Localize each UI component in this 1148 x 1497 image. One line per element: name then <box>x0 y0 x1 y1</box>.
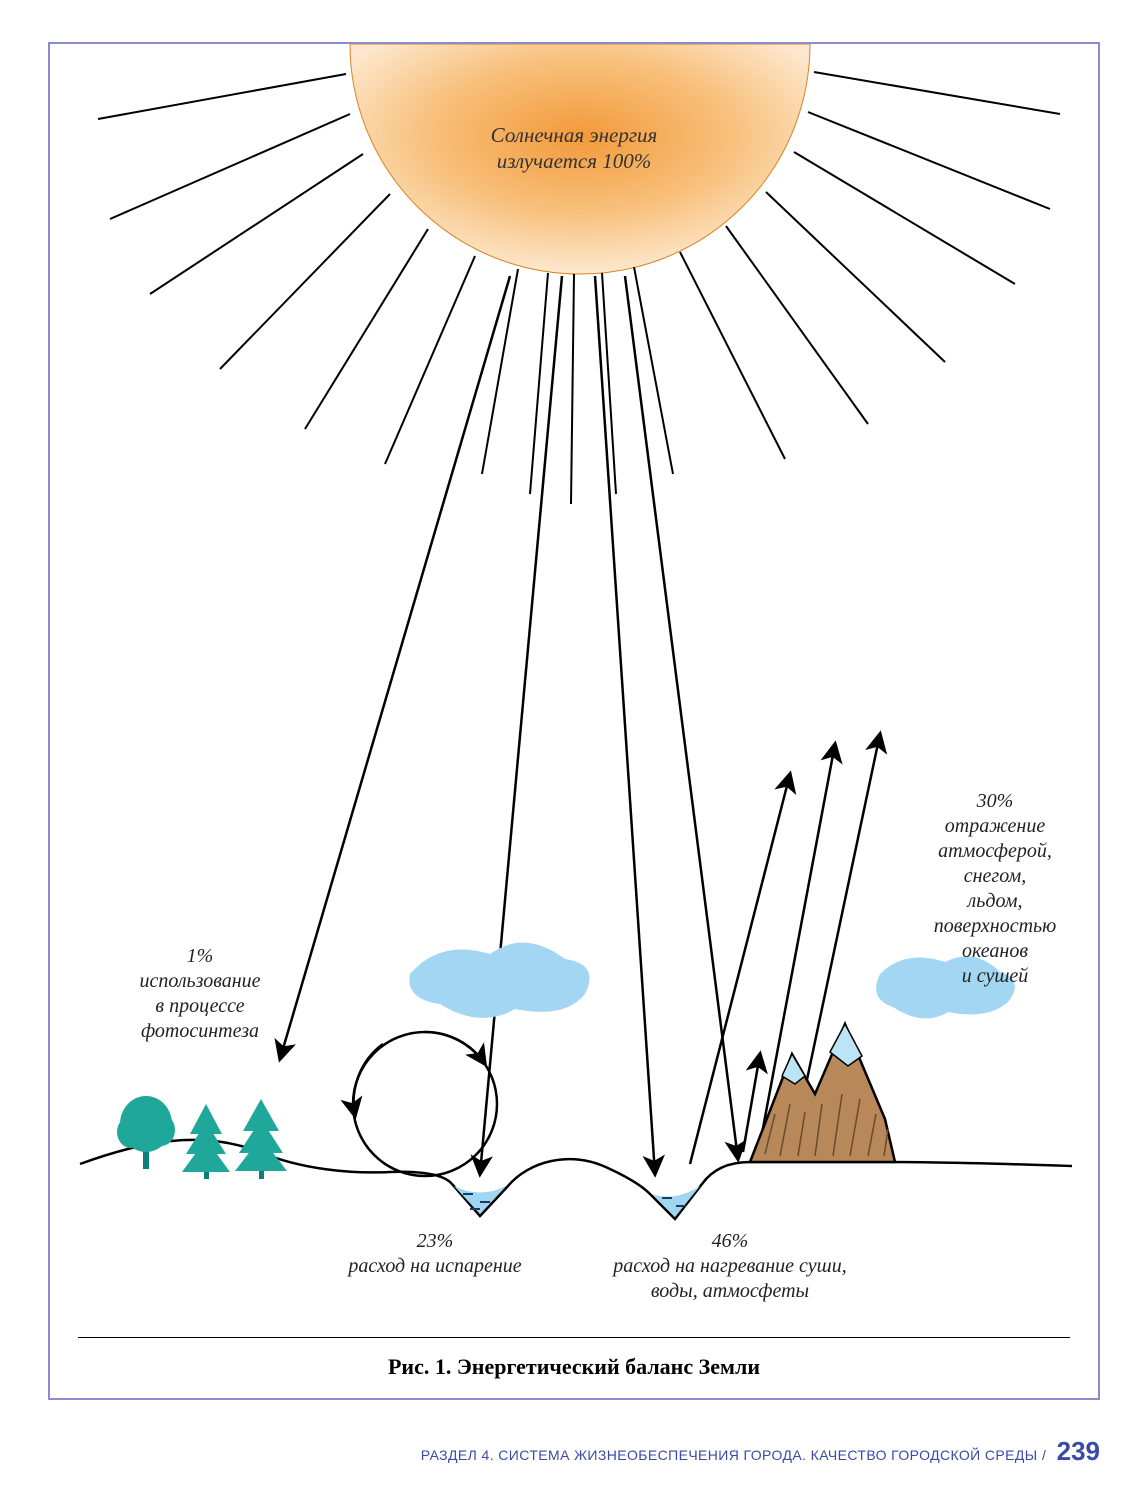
caption-rule <box>78 1337 1070 1338</box>
label-reflection: 30% отражение атмосферой, снегом, льдом,… <box>905 789 1085 989</box>
photosynthesis-percent: 1% <box>187 945 214 967</box>
reflected-arrow-short <box>743 1054 760 1152</box>
incoming-arrows <box>280 276 738 1174</box>
page: Солнечная энергия излучается 100% 1% исп… <box>0 0 1148 1497</box>
figure-caption: Рис. 1. Энергетический баланс Земли <box>50 1354 1098 1380</box>
diagram-svg <box>50 44 1102 1344</box>
sun-label: Солнечная энергия излучается 100% <box>50 122 1098 175</box>
page-number: 239 <box>1057 1436 1100 1466</box>
figure-frame: Солнечная энергия излучается 100% 1% исп… <box>48 42 1100 1400</box>
footer-section: РАЗДЕЛ 4. СИСТЕМА ЖИЗНЕОБЕСПЕЧЕНИЯ ГОРОД… <box>421 1447 1038 1463</box>
label-heating: 46% расход на нагревание суши, воды, атм… <box>560 1229 900 1304</box>
mountain <box>750 1024 895 1162</box>
trees <box>117 1096 287 1179</box>
heating-percent: 46% <box>712 1230 749 1252</box>
sun-label-line2: излучается 100% <box>497 149 651 173</box>
evaporation-percent: 23% <box>417 1230 454 1252</box>
label-evaporation: 23% расход на испарение <box>305 1229 565 1279</box>
reflection-percent: 30% <box>977 790 1014 812</box>
terrain <box>80 1024 1072 1219</box>
sun-label-line1: Солнечная энергия <box>491 123 658 147</box>
label-photosynthesis: 1% использование в процессе фотосинтеза <box>100 944 300 1044</box>
page-footer: РАЗДЕЛ 4. СИСТЕМА ЖИЗНЕОБЕСПЕЧЕНИЯ ГОРОД… <box>48 1436 1100 1467</box>
evaporation-cycle <box>353 1032 497 1176</box>
footer-separator: / <box>1042 1447 1051 1463</box>
